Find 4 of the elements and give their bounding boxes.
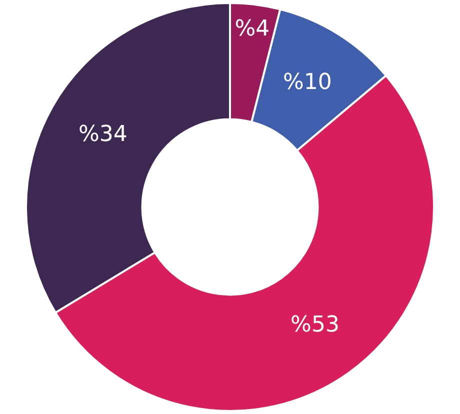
data-label: %10 (283, 70, 332, 96)
data-label: %53 (290, 312, 340, 338)
data-label: %4 (234, 16, 270, 42)
data-label: %34 (78, 122, 128, 148)
